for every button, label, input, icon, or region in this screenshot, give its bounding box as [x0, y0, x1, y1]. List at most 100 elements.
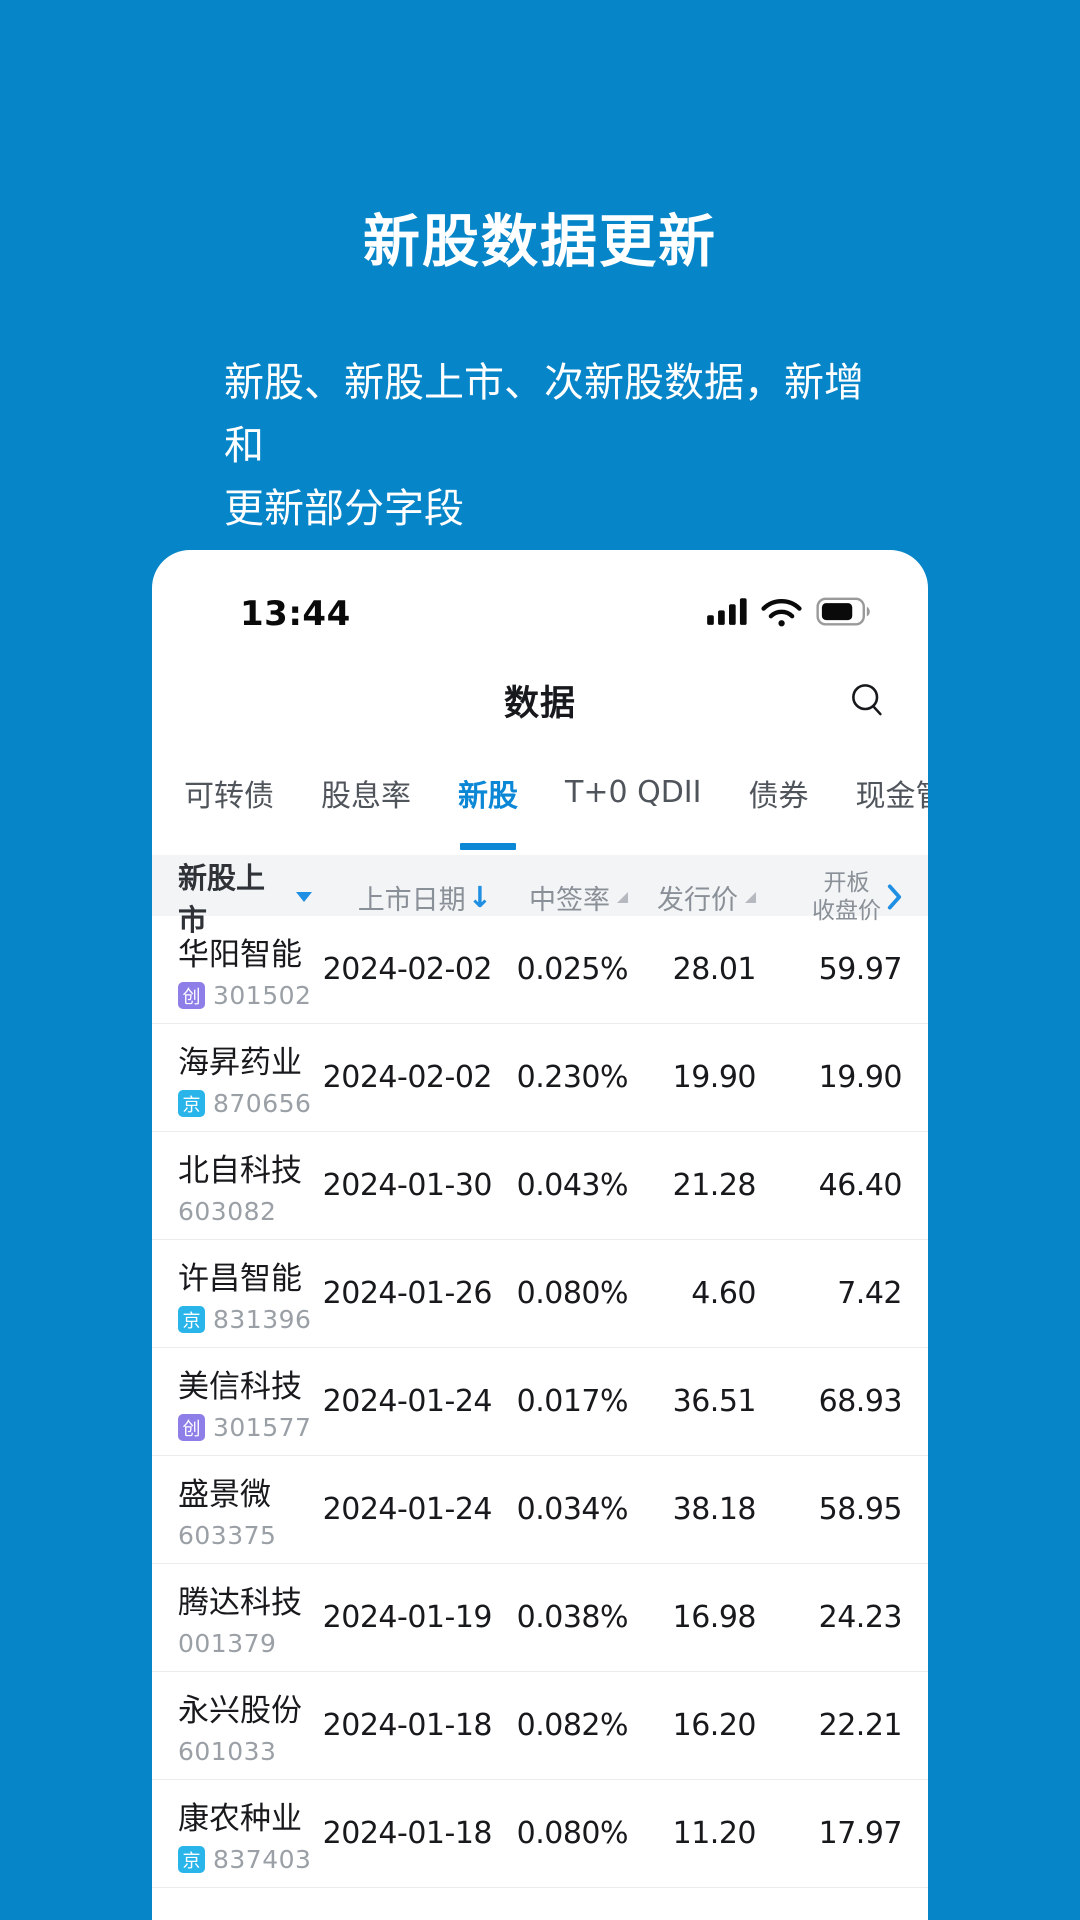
table-header: 新股上市 上市日期 ↓ 中签率 发行价 开板 收盘价	[152, 855, 928, 937]
table-row[interactable]: 康农种业 京 837403 2024-01-18 0.080% 11.20 17…	[152, 1780, 928, 1888]
issue-price: 11.20	[672, 1816, 757, 1851]
market-badge: 创	[178, 1414, 205, 1441]
listing-date: 2024-01-18	[322, 1708, 493, 1743]
market-badge: 京	[178, 1306, 205, 1333]
tab-现金管理[interactable]: 现金管理	[856, 740, 929, 855]
open-close-price: 59.97	[818, 952, 903, 987]
stock-name: 永兴股份	[178, 1693, 302, 1729]
tab-bar: 可转债 股息率 新股 T+0 QDII 债券 现金管理	[152, 740, 928, 855]
stock-name: 美信科技	[178, 1369, 302, 1405]
sort-corner-icon	[617, 891, 628, 903]
lottery-rate: 0.025%	[516, 952, 629, 987]
stock-code: 603375	[178, 1521, 277, 1550]
lottery-rate: 0.080%	[516, 1276, 629, 1311]
status-icons	[706, 597, 871, 631]
tab-股息率[interactable]: 股息率	[321, 740, 411, 855]
search-icon[interactable]	[850, 682, 886, 718]
issue-price: 16.98	[672, 1600, 757, 1635]
column-header-lottery-rate[interactable]: 中签率	[492, 878, 628, 917]
listing-date: 2024-01-19	[322, 1600, 493, 1635]
stock-name: 贝隆精密	[178, 1916, 312, 1920]
wifi-icon	[761, 599, 802, 627]
stock-name: 康农种业	[178, 1801, 302, 1837]
issue-price: 36.51	[672, 1384, 757, 1419]
filter-dropdown[interactable]: 新股上市	[178, 855, 312, 939]
tab-新股[interactable]: 新股	[458, 740, 518, 855]
tab-可转债[interactable]: 可转债	[184, 740, 274, 855]
open-close-price: 46.40	[818, 1168, 903, 1203]
lottery-rate: 0.017%	[516, 1384, 629, 1419]
table-row[interactable]: 北自科技 603082 2024-01-30 0.043% 21.28 46.4…	[152, 1132, 928, 1240]
market-badge: 京	[178, 1090, 205, 1117]
chevron-right-icon[interactable]	[887, 884, 902, 910]
column-header-issue-price[interactable]: 发行价	[628, 878, 756, 917]
open-close-price: 24.23	[818, 1600, 903, 1635]
page-subtitle: 新股、新股上市、次新股数据，新增和 更新部分字段	[224, 352, 884, 541]
sort-desc-arrow-icon: ↓	[467, 880, 492, 914]
table-row[interactable]: 永兴股份 601033 2024-01-18 0.082% 16.20 22.2…	[152, 1672, 928, 1780]
lottery-rate: 0.043%	[516, 1168, 629, 1203]
stock-name: 腾达科技	[178, 1585, 302, 1621]
lottery-rate: 0.034%	[516, 1492, 629, 1527]
open-close-price: 7.42	[837, 1276, 902, 1311]
column-header-open-close-price[interactable]: 开板 收盘价	[756, 869, 902, 925]
nav-bar: 数据	[152, 660, 928, 740]
stock-code: 837403	[213, 1845, 312, 1874]
table-row[interactable]: 盛景微 603375 2024-01-24 0.034% 38.18 58.95	[152, 1456, 928, 1564]
phone-screen: 13:44	[152, 550, 928, 1920]
page-title: 新股数据更新	[363, 209, 717, 275]
tab-label: 现金管理	[855, 778, 929, 814]
listing-date: 2024-01-30	[322, 1168, 493, 1203]
stock-code: 603082	[178, 1197, 277, 1226]
column-header-listing-date[interactable]: 上市日期 ↓	[357, 880, 492, 916]
lottery-rate: 0.082%	[516, 1708, 629, 1743]
listing-date: 2024-01-18	[322, 1816, 493, 1851]
battery-icon	[816, 597, 870, 626]
listing-date: 2024-01-26	[322, 1276, 493, 1311]
stock-code: 601033	[178, 1737, 277, 1766]
market-badge: 京	[178, 1846, 205, 1873]
stock-code: 001379	[178, 1629, 277, 1658]
stock-code: 301502	[213, 981, 312, 1010]
table-row[interactable]: 腾达科技 001379 2024-01-19 0.038% 16.98 24.2…	[152, 1564, 928, 1672]
status-bar: 13:44	[152, 550, 928, 650]
issue-price: 38.18	[672, 1492, 757, 1527]
tab-label: 债券	[748, 778, 809, 814]
issue-price: 28.01	[672, 952, 757, 987]
table-row[interactable]: 海昇药业 京 870656 2024-02-02 0.230% 19.90 19…	[152, 1024, 928, 1132]
stock-name: 盛景微	[178, 1477, 271, 1513]
open-close-price: 19.90	[818, 1060, 903, 1095]
tab-T+0 QDII[interactable]: T+0 QDII	[565, 740, 702, 855]
stock-code: 831396	[213, 1305, 312, 1334]
listing-date: 2024-01-24	[322, 1492, 493, 1527]
dropdown-triangle-icon	[296, 892, 312, 902]
stock-table: 华阳智能 创 301502 2024-02-02 0.025% 28.01 59…	[152, 916, 928, 1920]
lottery-rate: 0.230%	[516, 1060, 629, 1095]
tab-label: T+0 QDII	[565, 775, 702, 810]
stock-code: 301577	[213, 1413, 312, 1442]
page-subtitle-line1: 新股、新股上市、次新股数据，新增和	[224, 360, 864, 469]
issue-price: 4.60	[691, 1276, 756, 1311]
issue-price: 21.28	[672, 1168, 757, 1203]
listing-date: 2024-02-02	[322, 952, 493, 987]
open-close-price: 17.97	[818, 1816, 903, 1851]
cellular-signal-icon	[707, 598, 747, 625]
issue-price: 19.90	[672, 1060, 757, 1095]
table-row[interactable]: 华阳智能 创 301502 2024-02-02 0.025% 28.01 59…	[152, 916, 928, 1024]
stock-name: 华阳智能	[178, 937, 302, 973]
nav-title: 数据	[503, 683, 576, 724]
lottery-rate: 0.080%	[516, 1816, 629, 1851]
open-close-price: 68.93	[818, 1384, 903, 1419]
market-badge: 创	[178, 982, 205, 1009]
stock-name: 海昇药业	[178, 1045, 302, 1081]
table-row[interactable]: 美信科技 创 301577 2024-01-24 0.017% 36.51 68…	[152, 1348, 928, 1456]
issue-price: 16.20	[672, 1708, 757, 1743]
stock-name: 许昌智能	[178, 1261, 302, 1297]
table-row[interactable]: 贝隆精密	[152, 1888, 928, 1920]
table-row[interactable]: 许昌智能 京 831396 2024-01-26 0.080% 4.60 7.4…	[152, 1240, 928, 1348]
tab-label: 新股	[458, 778, 518, 814]
tab-label: 可转债	[184, 778, 274, 814]
stock-code: 870656	[213, 1089, 312, 1118]
tab-债券[interactable]: 债券	[749, 740, 809, 855]
status-time: 13:44	[240, 594, 351, 634]
